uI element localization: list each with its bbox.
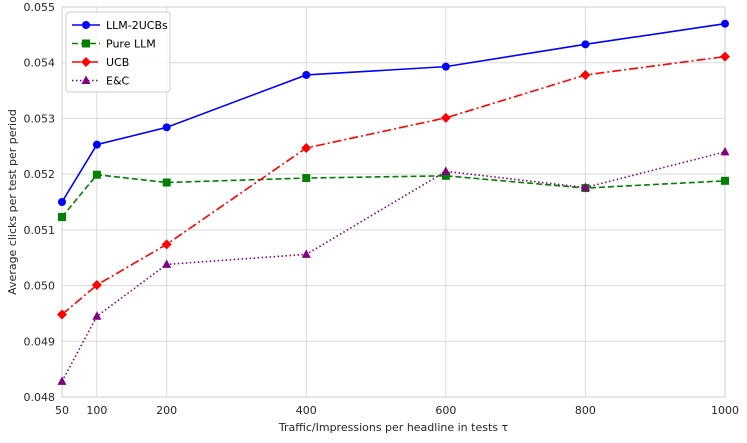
series-1	[58, 170, 729, 222]
data-point	[57, 309, 67, 320]
legend-item: E&C	[72, 75, 130, 88]
legend-label: UCB	[106, 56, 129, 69]
y-tick-label: 0.055	[24, 1, 56, 14]
data-point	[720, 51, 730, 62]
x-tick-label: 50	[55, 404, 69, 417]
x-tick-label: 1000	[711, 404, 739, 417]
data-point	[301, 142, 312, 153]
legend-label: Pure LLM	[106, 38, 156, 51]
y-axis-label: Average clicks per test per period	[6, 109, 19, 295]
legend-item: UCB	[72, 56, 129, 69]
legend-marker	[81, 75, 91, 84]
data-point	[162, 178, 171, 187]
y-tick-label: 0.048	[24, 391, 56, 404]
series-3	[57, 146, 730, 385]
y-axis-ticks: 0.048 0.049 0.050 0.051 0.052 0.053 0.054 0.055	[24, 1, 56, 404]
data-point	[302, 70, 311, 79]
y-tick-label: 0.049	[24, 335, 56, 348]
data-point	[92, 311, 102, 320]
x-axis-label: Traffic/Impressions per headline in test…	[278, 421, 509, 434]
data-point	[92, 140, 101, 149]
legend-item: Pure LLM	[72, 38, 156, 51]
data-point	[720, 146, 730, 156]
legend-box	[65, 11, 171, 93]
series-line	[61, 173, 726, 218]
data-point	[161, 239, 172, 250]
data-point	[301, 249, 311, 258]
legend-item: LLM-2UCBs	[72, 19, 168, 32]
data-point	[162, 259, 172, 268]
x-tick-label: 100	[86, 404, 107, 417]
data-point	[721, 176, 729, 185]
data-point	[91, 280, 102, 291]
data-point	[302, 174, 311, 183]
legend-label: LLM-2UCBs	[106, 19, 168, 32]
data-point	[441, 166, 451, 175]
series-0	[58, 19, 729, 206]
x-tick-label: 800	[575, 404, 596, 417]
x-tick-label: 400	[296, 404, 317, 417]
data-point	[580, 182, 590, 192]
data-point	[57, 376, 67, 385]
data-point	[58, 213, 66, 222]
y-tick-label: 0.053	[24, 112, 56, 125]
legend-marker	[81, 57, 91, 67]
legend-label: E&C	[106, 75, 130, 88]
data-point	[580, 69, 591, 80]
y-tick-label: 0.050	[24, 280, 56, 293]
data-point	[58, 198, 66, 206]
data-point	[441, 171, 450, 180]
legend: LLM-2UCBs Pure LLM UCB E&C	[65, 11, 171, 93]
x-axis-ticks: 50 100 200 400 600 800 1000	[55, 404, 739, 417]
series-line	[61, 151, 726, 382]
y-tick-label: 0.052	[24, 168, 56, 181]
series-line	[61, 55, 726, 316]
y-tick-label: 0.054	[24, 57, 56, 70]
y-tick-label: 0.051	[24, 224, 56, 237]
series-group	[57, 19, 730, 385]
legend-marker	[82, 39, 90, 48]
x-tick-label: 600	[435, 404, 456, 417]
series-2	[57, 51, 730, 320]
data-point	[440, 112, 451, 123]
data-point	[92, 170, 101, 179]
data-point	[162, 123, 171, 132]
data-point	[721, 19, 729, 28]
data-point	[581, 40, 590, 49]
x-tick-label: 200	[156, 404, 177, 417]
data-point	[441, 62, 450, 71]
legend-marker	[82, 21, 90, 29]
